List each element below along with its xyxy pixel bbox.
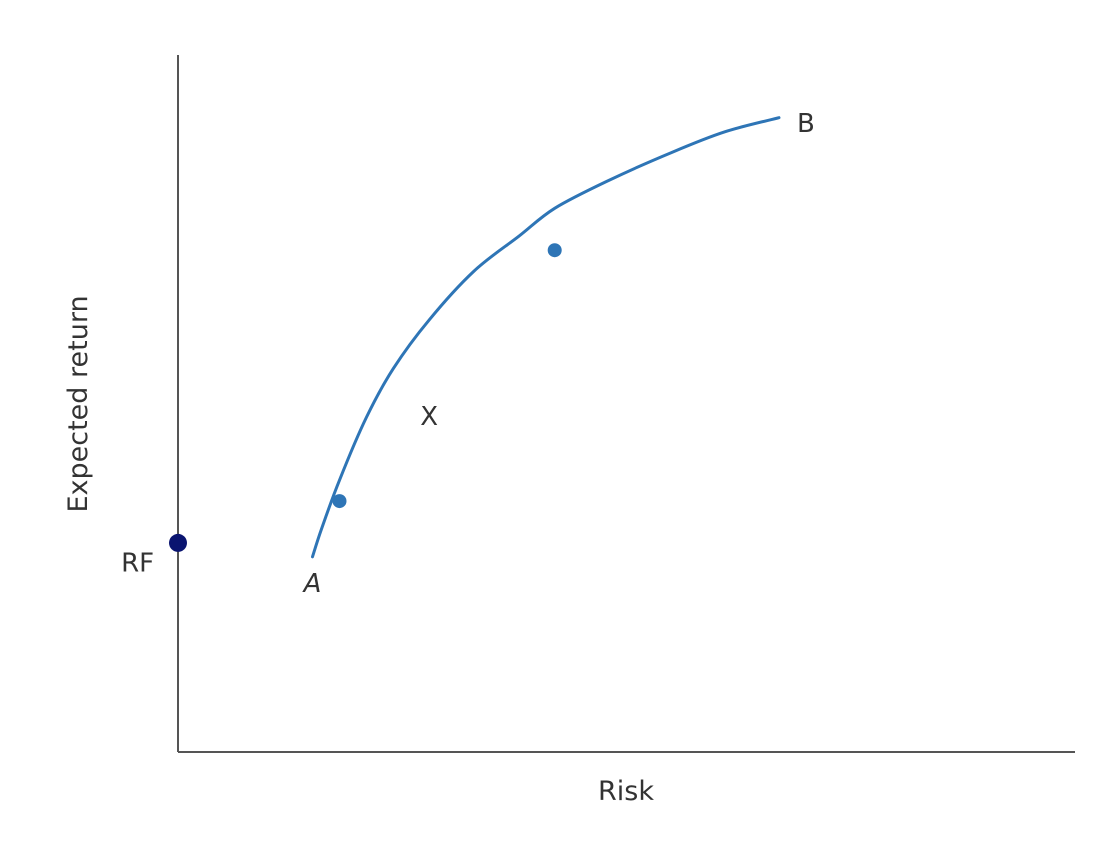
- label-b: B: [797, 109, 815, 139]
- axes: [177, 55, 1075, 753]
- plot-layer: A B X RF: [121, 109, 815, 599]
- label-rf: RF: [121, 548, 154, 578]
- label-x: X: [420, 402, 438, 432]
- efficient-point-1: [332, 494, 347, 509]
- label-a: A: [302, 569, 322, 599]
- efficient-point-2: [547, 243, 562, 258]
- x-axis-title: Risk: [598, 776, 654, 807]
- efficient-frontier-curve: [311, 116, 781, 559]
- y-axis-title: Expected return: [63, 295, 94, 512]
- rf-point: [169, 533, 187, 552]
